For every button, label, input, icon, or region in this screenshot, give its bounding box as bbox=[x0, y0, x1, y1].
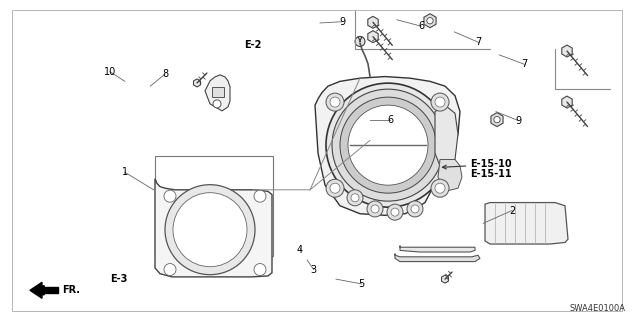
Circle shape bbox=[254, 263, 266, 276]
Polygon shape bbox=[193, 79, 200, 87]
Bar bbox=[155, 156, 273, 256]
Polygon shape bbox=[562, 96, 572, 108]
Circle shape bbox=[165, 185, 255, 275]
Circle shape bbox=[355, 36, 365, 47]
Polygon shape bbox=[368, 16, 378, 28]
Circle shape bbox=[213, 100, 221, 108]
Circle shape bbox=[348, 105, 428, 185]
Polygon shape bbox=[424, 14, 436, 28]
Circle shape bbox=[371, 205, 379, 213]
Text: 4: 4 bbox=[296, 245, 303, 256]
Circle shape bbox=[326, 179, 344, 197]
Text: E-15-11: E-15-11 bbox=[470, 169, 512, 179]
Text: SWA4E0100A: SWA4E0100A bbox=[569, 304, 625, 313]
Circle shape bbox=[330, 183, 340, 193]
Circle shape bbox=[367, 201, 383, 217]
Text: E-3: E-3 bbox=[109, 274, 127, 284]
Text: 9: 9 bbox=[339, 17, 346, 27]
Polygon shape bbox=[368, 31, 378, 43]
Polygon shape bbox=[315, 77, 460, 215]
Circle shape bbox=[411, 205, 419, 213]
Text: 8: 8 bbox=[162, 69, 168, 79]
Circle shape bbox=[435, 183, 445, 193]
Circle shape bbox=[347, 190, 363, 206]
Polygon shape bbox=[562, 45, 572, 57]
Circle shape bbox=[173, 193, 247, 267]
Circle shape bbox=[435, 97, 445, 107]
Circle shape bbox=[164, 190, 176, 202]
Text: 6: 6 bbox=[418, 21, 424, 31]
Text: 10: 10 bbox=[104, 67, 116, 77]
Circle shape bbox=[332, 89, 444, 201]
Text: 5: 5 bbox=[358, 279, 365, 289]
Circle shape bbox=[351, 194, 359, 202]
Text: 2: 2 bbox=[509, 205, 515, 216]
Text: E-2: E-2 bbox=[244, 40, 262, 50]
Circle shape bbox=[330, 97, 340, 107]
Text: 3: 3 bbox=[310, 264, 317, 275]
Bar bbox=[212, 87, 224, 97]
Polygon shape bbox=[435, 105, 458, 171]
Circle shape bbox=[431, 93, 449, 111]
Circle shape bbox=[326, 83, 450, 207]
Text: 9: 9 bbox=[515, 115, 522, 126]
Text: FR.: FR. bbox=[62, 285, 80, 295]
Polygon shape bbox=[438, 160, 462, 191]
Polygon shape bbox=[400, 246, 475, 252]
Circle shape bbox=[326, 93, 344, 111]
Polygon shape bbox=[485, 203, 568, 244]
Circle shape bbox=[387, 204, 403, 220]
Circle shape bbox=[164, 263, 176, 276]
Text: 7: 7 bbox=[476, 37, 482, 48]
Circle shape bbox=[494, 116, 500, 123]
Text: 7: 7 bbox=[522, 59, 528, 70]
Polygon shape bbox=[30, 282, 42, 298]
Polygon shape bbox=[491, 113, 503, 127]
Text: E-15-10: E-15-10 bbox=[470, 159, 512, 169]
Circle shape bbox=[254, 190, 266, 202]
Circle shape bbox=[431, 179, 449, 197]
Text: 6: 6 bbox=[387, 115, 394, 125]
Polygon shape bbox=[395, 254, 480, 262]
Polygon shape bbox=[442, 275, 449, 283]
Circle shape bbox=[391, 208, 399, 216]
Circle shape bbox=[340, 97, 436, 193]
Polygon shape bbox=[205, 75, 230, 111]
Polygon shape bbox=[35, 287, 58, 293]
Circle shape bbox=[427, 18, 433, 24]
Text: 1: 1 bbox=[122, 167, 128, 177]
Polygon shape bbox=[155, 179, 272, 277]
Circle shape bbox=[407, 201, 423, 217]
